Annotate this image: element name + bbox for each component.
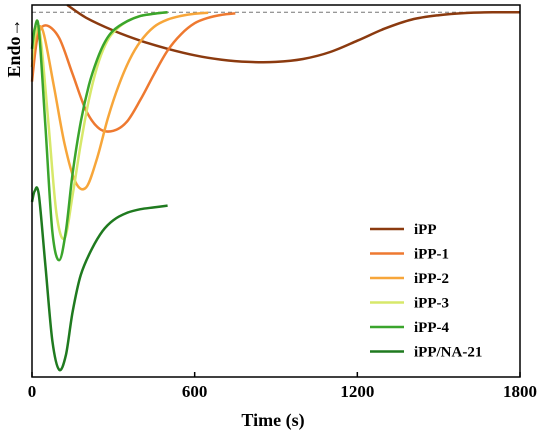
plot-frame xyxy=(31,4,521,378)
y-axis-title: Endo→ xyxy=(4,18,24,77)
series-line-1 xyxy=(66,3,521,64)
legend-label-6: iPP/NA-21 xyxy=(414,345,482,361)
x-tick-label: 1800 xyxy=(503,382,537,401)
legend-label-3: iPP-2 xyxy=(414,271,449,287)
x-tick-label: 600 xyxy=(182,382,208,401)
legend: iPP iPP-1 iPP-2 iPP-3 iPP-4 iPP/NA-21 xyxy=(370,222,482,361)
series-line-4 xyxy=(30,11,168,241)
x-tick-label: 1200 xyxy=(340,382,374,401)
x-axis-title: Time (s) xyxy=(241,410,304,431)
series-line-3 xyxy=(30,11,209,191)
legend-label-5: iPP-4 xyxy=(414,320,449,336)
series-line-2 xyxy=(30,12,236,133)
series-layer xyxy=(30,3,521,372)
series-line-6 xyxy=(30,186,168,372)
series-line-5 xyxy=(30,11,168,262)
x-tick-label: 0 xyxy=(28,382,37,401)
x-axis-ticks: 0 600 1200 1800 xyxy=(28,372,537,401)
legend-label-2: iPP-1 xyxy=(414,247,449,263)
legend-label-4: iPP-3 xyxy=(414,296,449,312)
legend-label-1: iPP xyxy=(414,222,437,238)
